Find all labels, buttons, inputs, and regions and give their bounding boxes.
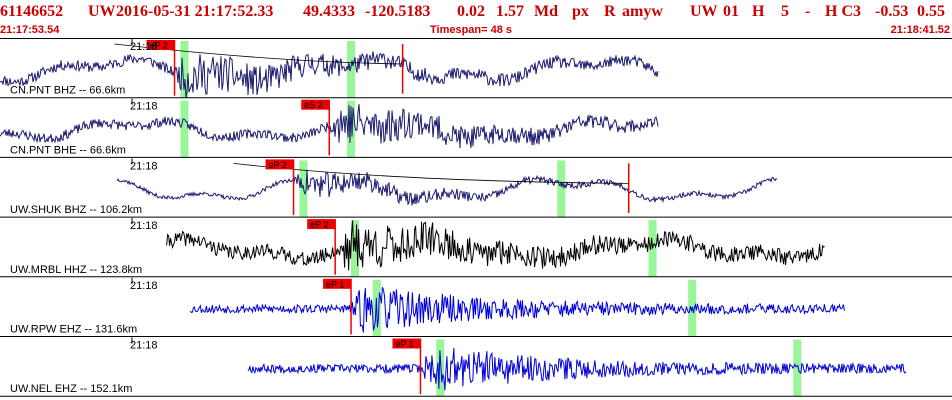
waveform-trace — [166, 220, 825, 271]
minute-label: 21:18 — [130, 220, 158, 232]
minute-label: 21:18 — [130, 280, 158, 292]
waveform-trace — [189, 287, 845, 333]
pick-window-2 — [557, 160, 566, 218]
waveform-trace — [116, 169, 778, 206]
event-quality: H C3 — [825, 3, 861, 20]
pick-window-1 — [436, 339, 445, 397]
pick-label: eS 2 — [304, 100, 323, 110]
event-flag: H — [752, 3, 765, 20]
pick-window-1 — [180, 100, 189, 158]
pick-label: eP 1 — [326, 279, 344, 289]
end-time: 21:18:41.52 — [890, 24, 950, 36]
event-value-1: -0.53 — [875, 3, 909, 20]
event-longitude: -120.5183 — [365, 3, 431, 20]
event-magnitude: 1.57 — [496, 3, 524, 20]
station-label: UW.MRBL HHZ -- 123.8km — [10, 264, 142, 276]
pick-window-1 — [180, 41, 189, 98]
pick-window-2 — [347, 100, 356, 158]
event-id: 61146652 — [0, 3, 64, 20]
minute-label: 21:18 — [130, 101, 158, 113]
pick-label: eP 2 — [269, 160, 287, 170]
time-axis-info: 21:17:53.54 Timespan= 48 s 21:18:41.52 — [0, 24, 952, 38]
pick-label-box — [392, 338, 421, 349]
event-version: 01 — [723, 3, 739, 20]
pick-label-box — [307, 219, 336, 230]
station-label: CN.PNT BHZ -- 66.6km — [10, 85, 125, 97]
pick-label-box — [323, 278, 352, 289]
station-label: UW.NEL EHZ -- 152.1km — [10, 383, 132, 395]
minute-label: 21:18 — [130, 41, 158, 53]
pick-window-2 — [793, 339, 802, 397]
event-dash: - — [805, 3, 811, 20]
minute-label: 21:18 — [130, 340, 158, 352]
event-type: px — [572, 3, 589, 20]
waveform-trace — [247, 347, 907, 391]
event-mag-type: Md — [534, 3, 558, 20]
pick-label-box — [146, 40, 175, 50]
station-label: UW.SHUK BHZ -- 106.2km — [10, 204, 142, 216]
pick-label: eP 2 — [310, 220, 328, 230]
event-header: 61146652 UW 2016-05-31 21:17:52.33 49.43… — [0, 0, 952, 38]
event-latitude: 49.4333 — [303, 3, 355, 20]
station-label: UW.RPW EHZ -- 131.6km — [10, 324, 137, 336]
pick-label-box — [265, 159, 294, 170]
pick-label-box — [301, 99, 330, 110]
pick-label: eP 2 — [150, 41, 168, 51]
event-datetime: 2016-05-31 21:17:52.33 — [116, 3, 274, 20]
event-review-flag: R — [604, 3, 616, 20]
event-value-2: 0.55 — [917, 3, 945, 20]
seismogram-panel: eP 2 21:18 CN.PNT BHZ -- 66.6km eS 2 21:18 CN… — [0, 38, 952, 400]
pick-window-2 — [347, 41, 356, 98]
event-author: amyw — [622, 3, 663, 20]
station-label: CN.PNT BHE -- 66.6km — [10, 144, 126, 156]
waveform-trace — [0, 51, 659, 98]
event-count: 5 — [781, 3, 789, 20]
timespan: Timespan= 48 s — [430, 24, 513, 36]
pick-label: eP 1 — [395, 339, 413, 349]
minute-label: 21:18 — [130, 160, 158, 172]
event-source: UW — [690, 3, 718, 20]
event-network: UW — [88, 3, 116, 20]
event-depth: 0.02 — [457, 3, 485, 20]
start-time: 21:17:53.54 — [0, 24, 60, 36]
